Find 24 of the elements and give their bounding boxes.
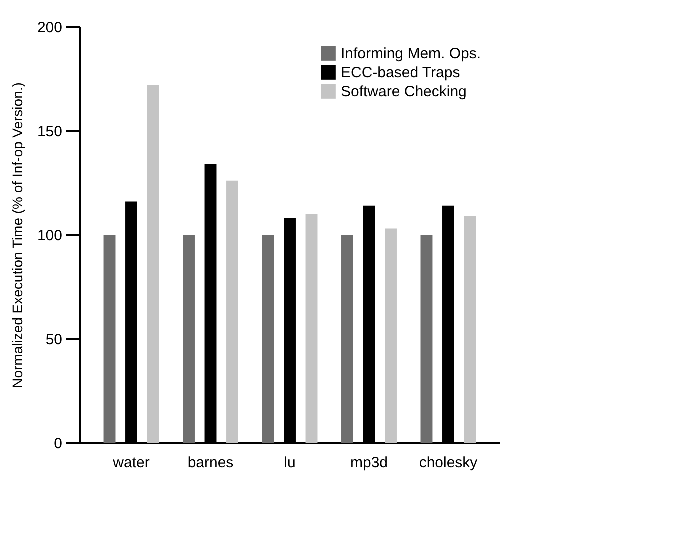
y-tick-label: 150 bbox=[37, 124, 62, 140]
bar bbox=[226, 180, 238, 443]
bar bbox=[342, 235, 354, 443]
bar bbox=[104, 235, 116, 443]
x-tick-label: water bbox=[112, 454, 150, 472]
y-tick-label: 50 bbox=[46, 332, 62, 348]
bar bbox=[464, 216, 476, 443]
y-tick-label: 100 bbox=[37, 228, 62, 244]
x-tick-label: lu bbox=[284, 454, 296, 472]
y-tick-label: 200 bbox=[37, 20, 62, 36]
legend-label: Informing Mem. Ops. bbox=[341, 46, 482, 62]
bar bbox=[147, 85, 160, 443]
x-tick-label: barnes bbox=[188, 454, 234, 472]
bar bbox=[420, 235, 433, 443]
y-axis-title: Normalized Execution Time (% of Inf-op Version.) bbox=[9, 82, 26, 388]
bar bbox=[385, 228, 397, 443]
bar bbox=[262, 235, 274, 443]
legend-label: ECC-based Traps bbox=[341, 64, 460, 82]
x-tick-label: mp3d bbox=[350, 454, 388, 472]
y-tick-label: 0 bbox=[54, 436, 62, 452]
bar bbox=[306, 214, 318, 443]
x-tick-label: cholesky bbox=[419, 454, 478, 472]
bar bbox=[183, 235, 195, 443]
legend-label: Software Checking bbox=[341, 84, 467, 100]
